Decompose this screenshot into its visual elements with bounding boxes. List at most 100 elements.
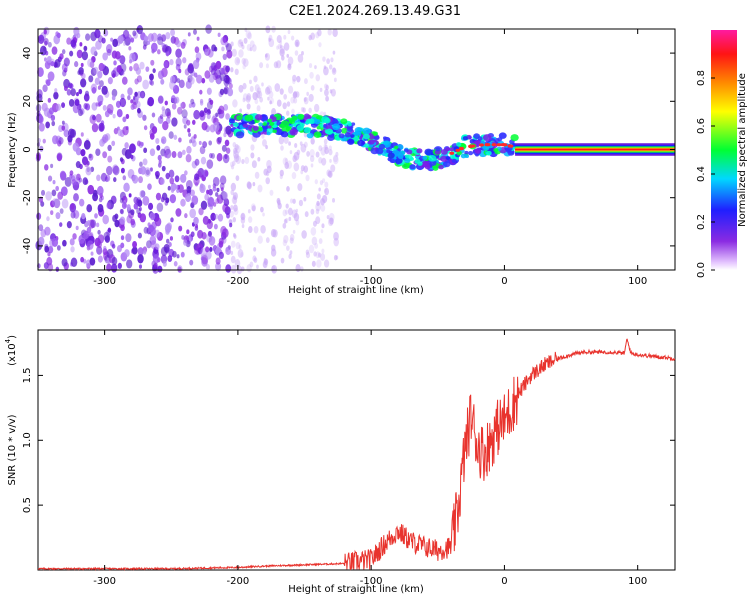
spectrogram-pixel <box>43 262 49 270</box>
spectrogram-pixel <box>252 255 257 262</box>
spectrogram-pixel <box>180 173 187 183</box>
spectrogram-pixel <box>193 109 200 120</box>
spectrogram-pixel <box>59 222 63 228</box>
spectrogram-pixel <box>121 147 128 156</box>
spectrogram-pixel <box>258 122 263 127</box>
spectrogram-pixel <box>116 109 123 118</box>
spectrogram-pixel <box>75 92 79 97</box>
spectrogram-pixel <box>240 212 246 221</box>
spectrogram-pixel <box>175 48 182 59</box>
spectrogram-pixel <box>303 165 309 173</box>
spectrogram-pixel <box>257 156 261 162</box>
spectrogram-pixel <box>321 178 326 184</box>
spectrogram-pixel <box>248 226 253 234</box>
spectrogram-pixel <box>199 146 206 155</box>
spectrogram-pixel <box>286 101 291 107</box>
colorbar-tick-label: 0.8 <box>696 70 707 86</box>
spectrogram-pixel <box>152 264 159 274</box>
spectrogram-pixel <box>300 266 304 272</box>
spectrogram-pixel <box>117 35 124 44</box>
spectrogram-pixel <box>498 132 507 139</box>
spectrogram-pixel <box>309 155 315 163</box>
spectrogram-pixel <box>269 100 272 105</box>
spectrogram-pixel <box>229 210 234 218</box>
spectrogram-pixel <box>253 247 257 252</box>
spectrogram-pixel <box>220 225 227 236</box>
spectrogram-pixel <box>306 132 314 139</box>
spectrogram-pixel <box>177 106 183 115</box>
spectrogram-pixel <box>235 145 241 154</box>
spectrogram-pixel <box>308 63 313 69</box>
spectrogram-pixel <box>50 163 54 169</box>
spectrogram-pixel <box>39 145 44 152</box>
spectrogram-pixel <box>315 216 321 225</box>
spectrogram-pixel <box>300 143 307 153</box>
spectrogram-pixel <box>368 139 375 145</box>
spectrogram-pixel <box>329 158 332 163</box>
spectrogram-pixel <box>245 95 251 103</box>
spectrogram-pixel <box>42 138 46 144</box>
spectrogram-pixel <box>110 37 114 42</box>
spectrogram-pixel <box>241 57 246 65</box>
spectrogram-pixel <box>152 68 156 74</box>
spectrogram-pixel <box>265 237 270 243</box>
spectrogram-pixel <box>105 44 113 54</box>
spectrogram-pixel <box>313 251 317 257</box>
spectrogram-pixel <box>61 258 68 267</box>
spectrogram-pixel <box>129 52 136 63</box>
spectrogram-pixel <box>58 136 64 145</box>
spectrogram-pixel <box>321 116 330 123</box>
spectrogram-pixel <box>269 97 274 105</box>
spectrogram-pixel <box>55 185 59 192</box>
spectrogram-pixel <box>100 172 108 182</box>
spectrogram-pixel <box>214 68 222 79</box>
spectrogram-pixel <box>325 128 334 135</box>
spectrogram-pixel <box>225 147 231 154</box>
spectrogram-pixel <box>318 145 323 152</box>
spectrogram-pixel <box>163 243 170 253</box>
spectrogram-pixel <box>164 152 168 158</box>
x-tick-label: -100 <box>360 576 383 587</box>
spectrogram-pixel <box>135 67 141 75</box>
spectrogram-pixel <box>52 198 58 207</box>
spectrogram-pixel <box>89 257 96 266</box>
spectrogram-pixel <box>66 37 72 45</box>
spectrogram-pixel <box>83 159 90 168</box>
spectrogram-pixel <box>306 151 310 157</box>
spectrogram-pixel <box>479 143 484 147</box>
spectrogram-pixel <box>320 229 324 234</box>
spectrogram-pixel <box>50 200 55 208</box>
spectrogram-pixel <box>332 123 341 131</box>
spectrogram-pixel <box>323 259 330 268</box>
spectrogram-pixel <box>50 210 54 215</box>
spectrogram-pixel <box>97 35 104 43</box>
spectrogram-pixel <box>192 140 197 147</box>
spectrogram-pixel <box>286 186 290 192</box>
spectrogram-pixel <box>308 107 312 114</box>
spectrogram-pixel <box>246 93 252 101</box>
spectrogram-pixel <box>269 121 275 126</box>
spectrogram-pixel <box>282 209 287 217</box>
spectrogram-pixel <box>188 62 194 71</box>
spectrogram-pixel <box>70 88 76 97</box>
spectrogram-pixel <box>61 198 69 209</box>
x-tick-label: -100 <box>360 276 383 287</box>
spectrogram-pixel <box>284 158 288 163</box>
spectrogram-pixel <box>279 40 282 45</box>
spectrogram-pixel <box>78 109 83 117</box>
spectrogram-pixel <box>292 91 298 99</box>
snr-y-multiplier: (x104) <box>4 335 18 366</box>
spectrogram-pixel <box>142 114 147 121</box>
spectrogram-pixel <box>139 190 145 199</box>
spectrogram-pixel <box>155 138 160 145</box>
spectrogram-pixel <box>70 211 76 219</box>
spectrogram-pixel <box>225 65 230 73</box>
spectrogram-pixel <box>318 187 321 192</box>
spectrogram-pixel <box>123 182 130 192</box>
spectrogram-pixel <box>234 68 239 76</box>
spectrogram-pixel <box>350 134 355 138</box>
spectrogram-pixel <box>138 264 143 269</box>
spectrogram-pixel <box>409 157 414 161</box>
spectrogram-pixel <box>253 226 259 234</box>
spectrogram-pixel <box>241 159 245 165</box>
